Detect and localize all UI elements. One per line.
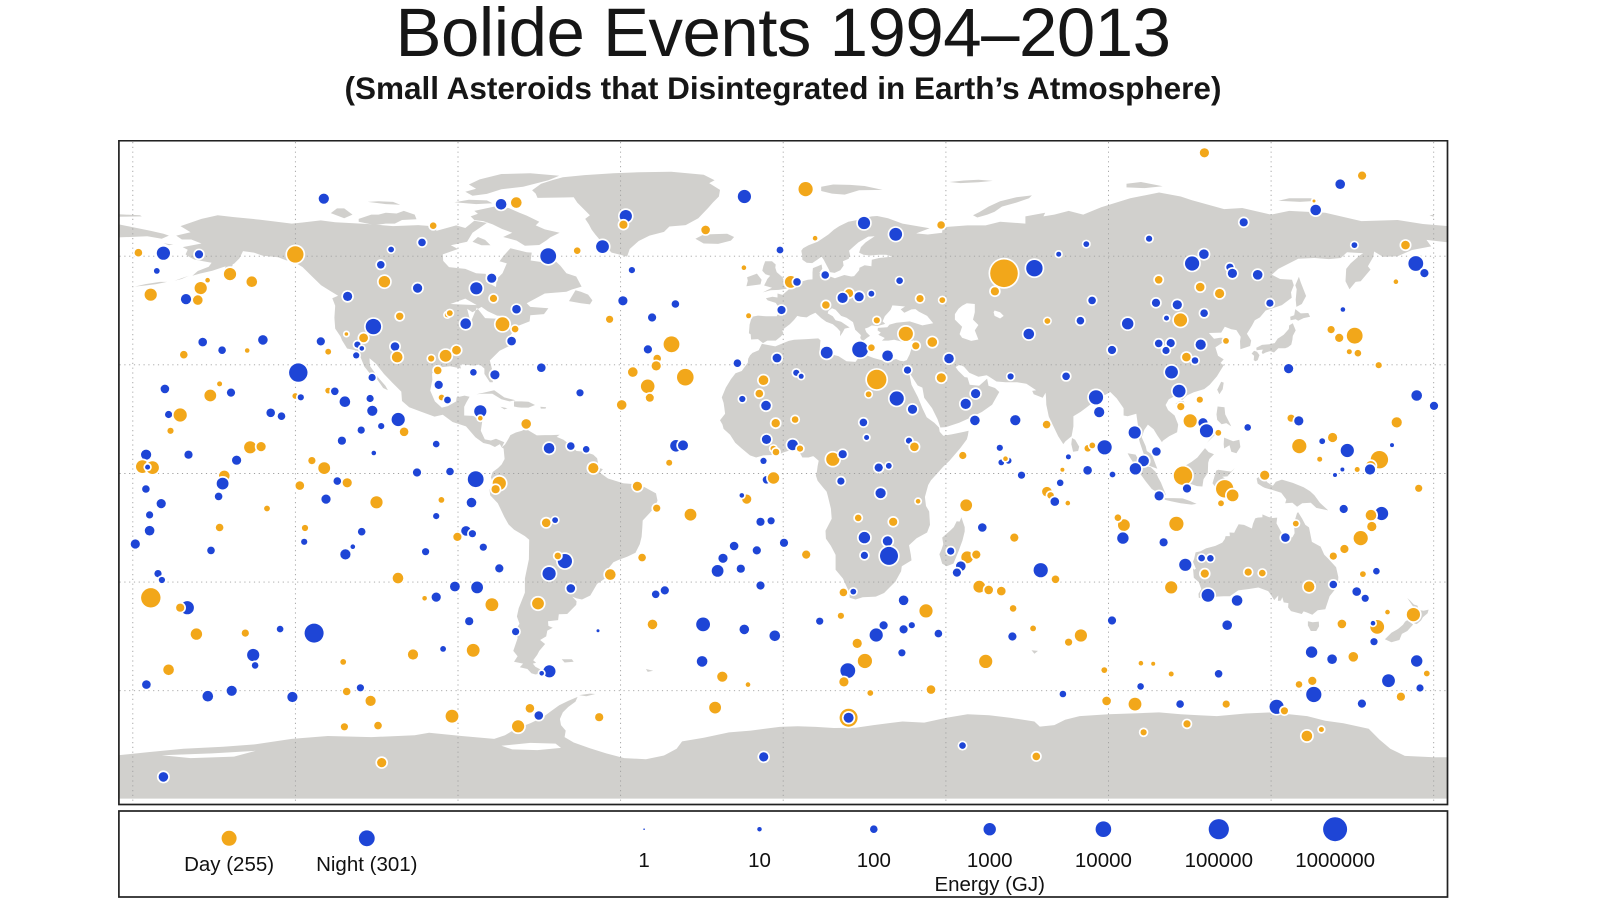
svg-text:Night (301): Night (301) — [316, 853, 417, 876]
svg-text:1000: 1000 — [967, 849, 1013, 872]
svg-text:10000: 10000 — [1075, 849, 1132, 872]
svg-text:Energy (GJ): Energy (GJ) — [934, 873, 1044, 896]
svg-text:100: 100 — [857, 849, 891, 872]
svg-text:Day (255): Day (255) — [184, 853, 274, 876]
svg-text:1: 1 — [638, 849, 649, 872]
svg-text:1000000: 1000000 — [1295, 849, 1375, 872]
svg-text:10: 10 — [748, 849, 771, 872]
svg-text:100000: 100000 — [1185, 849, 1253, 872]
